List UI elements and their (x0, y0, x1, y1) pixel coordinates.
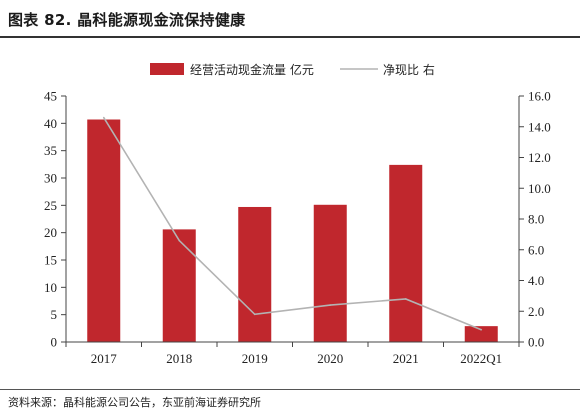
bar (162, 229, 196, 342)
x-tick-label: 2017 (91, 351, 118, 366)
legend-line-label: 净现比 右 (383, 62, 435, 77)
ratio-point (102, 116, 105, 119)
left-tick-label: 30 (44, 171, 57, 186)
left-tick-label: 45 (44, 89, 57, 104)
left-tick-label: 40 (44, 116, 57, 131)
left-tick-label: 20 (44, 225, 57, 240)
legend: 经营活动现金流量 亿元 净现比 右 (150, 62, 435, 77)
ratio-point (404, 298, 407, 300)
x-tick-label: 2020 (317, 351, 343, 366)
cash-flow-chart: 经营活动现金流量 亿元 净现比 右 0 5 10 15 20 25 30 35 40 45 0.0 2… (44, 62, 551, 367)
x-tick-label: 2018 (166, 351, 192, 366)
right-tick-label: 10.0 (528, 181, 551, 196)
right-tick-label: 16.0 (528, 89, 551, 104)
ratio-point (480, 328, 483, 331)
right-tick-label: 12.0 (528, 150, 551, 165)
bar (238, 206, 272, 342)
ratio-line (103, 117, 482, 331)
source-note: 资料来源：晶科能源公司公告，东亚前海证券研究所 (8, 396, 261, 409)
right-tick-label: 4.0 (528, 273, 544, 288)
right-tick-label: 0.0 (528, 335, 544, 350)
left-tick-label: 5 (51, 307, 58, 322)
left-tick-label: 35 (44, 143, 57, 158)
right-tick-label: 8.0 (528, 212, 544, 227)
bar (464, 326, 498, 342)
legend-bar-label: 经营活动现金流量 亿元 (190, 62, 314, 77)
right-tick-label: 6.0 (528, 242, 544, 257)
bar (313, 204, 347, 342)
title-divider (0, 36, 580, 38)
plot-area: 0 5 10 15 20 25 30 35 40 45 0.0 2.0 4.0 6.0 8.0 10.0 12.… (44, 89, 551, 367)
x-tick-label: 2019 (242, 351, 268, 366)
ratio-point (329, 304, 332, 306)
left-tick-label: 15 (44, 253, 57, 268)
right-tick-label: 14.0 (528, 119, 551, 134)
x-tick-label: 2021 (393, 351, 419, 366)
ratio-point (178, 239, 181, 242)
right-tick-label: 2.0 (528, 304, 544, 319)
left-tick-label: 0 (51, 335, 58, 350)
source-divider (0, 389, 580, 390)
ratio-point (253, 313, 256, 316)
bar (87, 119, 121, 342)
bar (389, 164, 423, 342)
left-tick-label: 10 (44, 280, 57, 295)
left-tick-label: 25 (44, 198, 57, 213)
legend-bar-swatch (150, 63, 184, 75)
chart-title: 图表 82. 晶科能源现金流保持健康 (8, 11, 246, 29)
x-tick-label: 2022Q1 (460, 351, 502, 366)
